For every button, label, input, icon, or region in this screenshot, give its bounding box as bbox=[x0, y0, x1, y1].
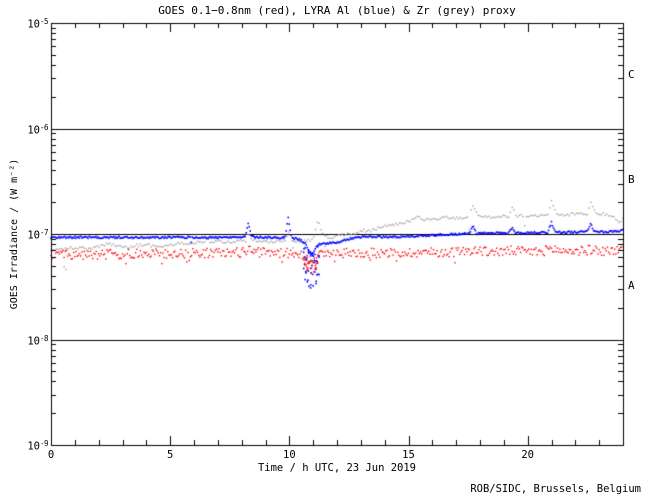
flare-class-label: A bbox=[628, 278, 635, 292]
x-tick-label: 10 bbox=[283, 449, 296, 461]
flare-class-label: B bbox=[628, 173, 635, 187]
y-tick-label: 10-7 bbox=[27, 228, 48, 242]
x-tick-label: 0 bbox=[47, 449, 55, 461]
flare-class-label: C bbox=[628, 67, 635, 81]
x-axis-label: Time / h UTC, 23 Jun 2019 bbox=[257, 462, 417, 474]
x-tick-label: 15 bbox=[402, 449, 415, 461]
y-tick-label: 10-8 bbox=[27, 333, 48, 347]
x-tick-label: 5 bbox=[166, 449, 174, 461]
y-tick-label: 10-6 bbox=[27, 122, 48, 136]
y-tick-label: 10-9 bbox=[27, 439, 48, 453]
credit-text: ROB/SIDC, Brussels, Belgium bbox=[470, 483, 641, 495]
x-tick-label: 20 bbox=[521, 449, 534, 461]
y-tick-label: 10-5 bbox=[27, 17, 48, 31]
